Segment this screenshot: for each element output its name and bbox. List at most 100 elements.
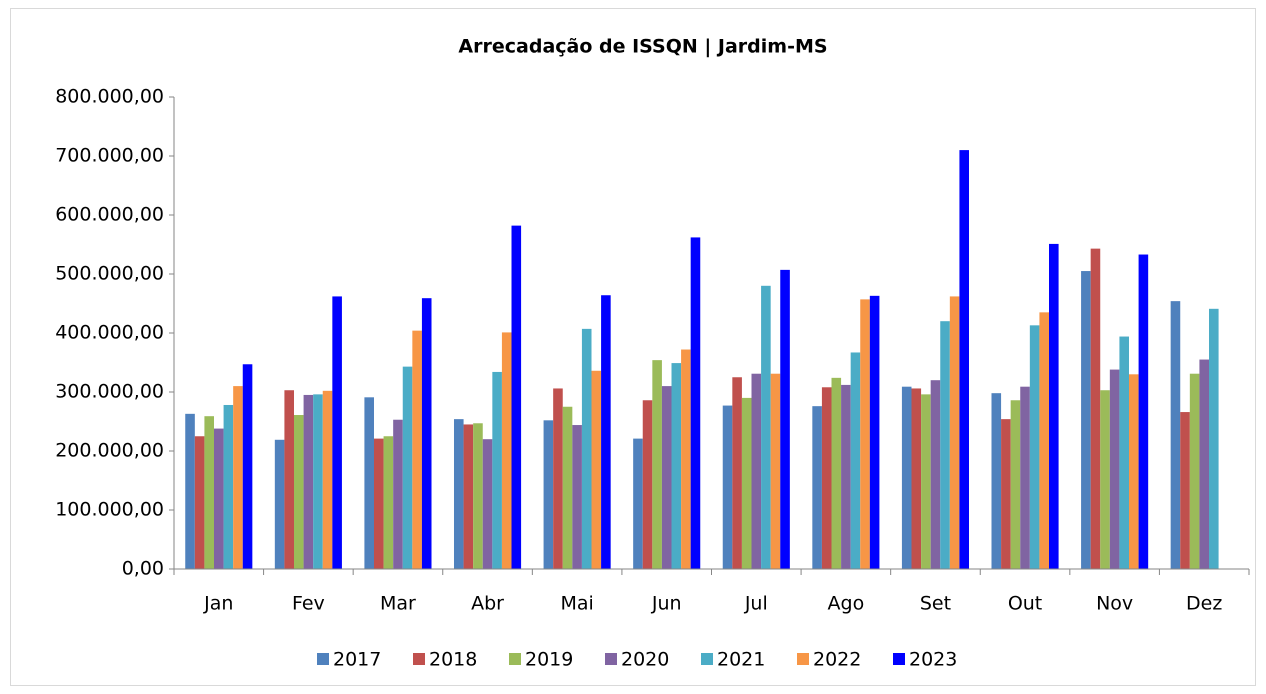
bar	[332, 296, 342, 569]
legend-swatch	[605, 653, 617, 665]
bar	[313, 394, 323, 569]
bar	[482, 439, 493, 569]
legend-swatch	[893, 653, 905, 665]
bar	[303, 394, 314, 569]
legend-swatch	[413, 653, 425, 665]
y-tick-label: 0,00	[122, 558, 164, 580]
bar	[690, 237, 701, 570]
x-tick-label: Ago	[828, 593, 865, 615]
bar	[543, 420, 554, 569]
x-tick-label: Mar	[380, 593, 416, 615]
bar	[930, 380, 941, 569]
bar	[661, 386, 672, 569]
y-tick-label: 700.000,00	[55, 145, 164, 167]
bar	[204, 416, 214, 569]
y-tick-label: 600.000,00	[55, 204, 164, 226]
y-tick-label: 800.000,00	[55, 86, 164, 108]
legend-label: 2019	[525, 649, 573, 671]
bar	[633, 438, 643, 569]
bar	[761, 285, 771, 569]
bar	[751, 373, 762, 569]
legend-label: 2021	[717, 649, 765, 671]
bar	[821, 387, 832, 569]
legend-label: 2017	[333, 649, 381, 671]
bar	[850, 352, 861, 569]
x-tick-label: Mai	[560, 593, 593, 615]
legend-label: 2018	[429, 649, 477, 671]
x-tick-label: Jan	[203, 593, 233, 615]
bar	[1209, 308, 1219, 569]
bar	[1129, 374, 1139, 569]
bar	[421, 298, 432, 569]
bar	[831, 377, 842, 569]
bar	[1001, 419, 1011, 569]
bar	[869, 295, 880, 569]
bar	[562, 406, 573, 569]
bar	[233, 386, 243, 569]
y-tick-label: 200.000,00	[55, 440, 164, 462]
bar	[732, 377, 742, 569]
legend-label: 2022	[813, 649, 861, 671]
bar	[463, 424, 474, 569]
bar	[1039, 312, 1050, 569]
bar	[940, 321, 950, 569]
bar	[322, 390, 333, 569]
bar	[770, 373, 781, 569]
bar	[591, 370, 602, 569]
bar	[223, 404, 234, 569]
x-tick-label: Fev	[292, 593, 325, 615]
bar	[1109, 369, 1120, 569]
bar	[812, 406, 822, 569]
legend-label: 2023	[909, 649, 957, 671]
y-tick-label: 300.000,00	[55, 381, 164, 403]
bar	[901, 386, 912, 569]
bar	[642, 400, 653, 569]
legend-swatch	[701, 653, 713, 665]
bar	[213, 428, 224, 569]
y-tick-label: 500.000,00	[55, 263, 164, 285]
bar	[242, 364, 253, 569]
bar	[501, 332, 512, 569]
x-tick-label: Abr	[471, 593, 504, 615]
bar	[364, 397, 374, 569]
bar	[911, 388, 922, 569]
chart-title: Arrecadação de ISSQN | Jardim-MS	[458, 36, 827, 58]
bar	[601, 295, 611, 569]
bar	[553, 388, 563, 569]
legend-label: 2020	[621, 649, 669, 671]
bar	[681, 349, 691, 569]
bar	[949, 296, 960, 569]
chart-border	[10, 8, 1256, 686]
legend-swatch	[797, 653, 809, 665]
bar	[1199, 359, 1210, 569]
bar	[1119, 336, 1130, 569]
bar	[383, 436, 394, 569]
bar	[393, 419, 403, 569]
bar	[1180, 412, 1190, 569]
x-tick-label: Out	[1008, 593, 1042, 615]
bar	[652, 360, 662, 569]
bar	[1010, 400, 1021, 569]
x-tick-label: Jul	[744, 593, 768, 615]
bar	[412, 330, 422, 569]
legend-swatch	[317, 653, 329, 665]
bar	[572, 425, 582, 569]
bar	[1081, 271, 1091, 569]
y-tick-label: 100.000,00	[55, 499, 164, 521]
bar	[492, 371, 502, 569]
bar	[373, 438, 384, 569]
bar	[1100, 390, 1110, 569]
legend-swatch	[509, 653, 521, 665]
x-tick-label: Dez	[1186, 593, 1222, 615]
bar	[1138, 254, 1149, 569]
x-tick-label: Nov	[1096, 593, 1133, 615]
y-tick-label: 400.000,00	[55, 322, 164, 344]
bar	[991, 393, 1002, 569]
bar	[921, 394, 931, 569]
bar	[741, 397, 752, 569]
bar	[453, 419, 464, 569]
bar	[511, 225, 522, 569]
bar	[274, 439, 285, 569]
x-tick-label: Jun	[651, 593, 682, 615]
